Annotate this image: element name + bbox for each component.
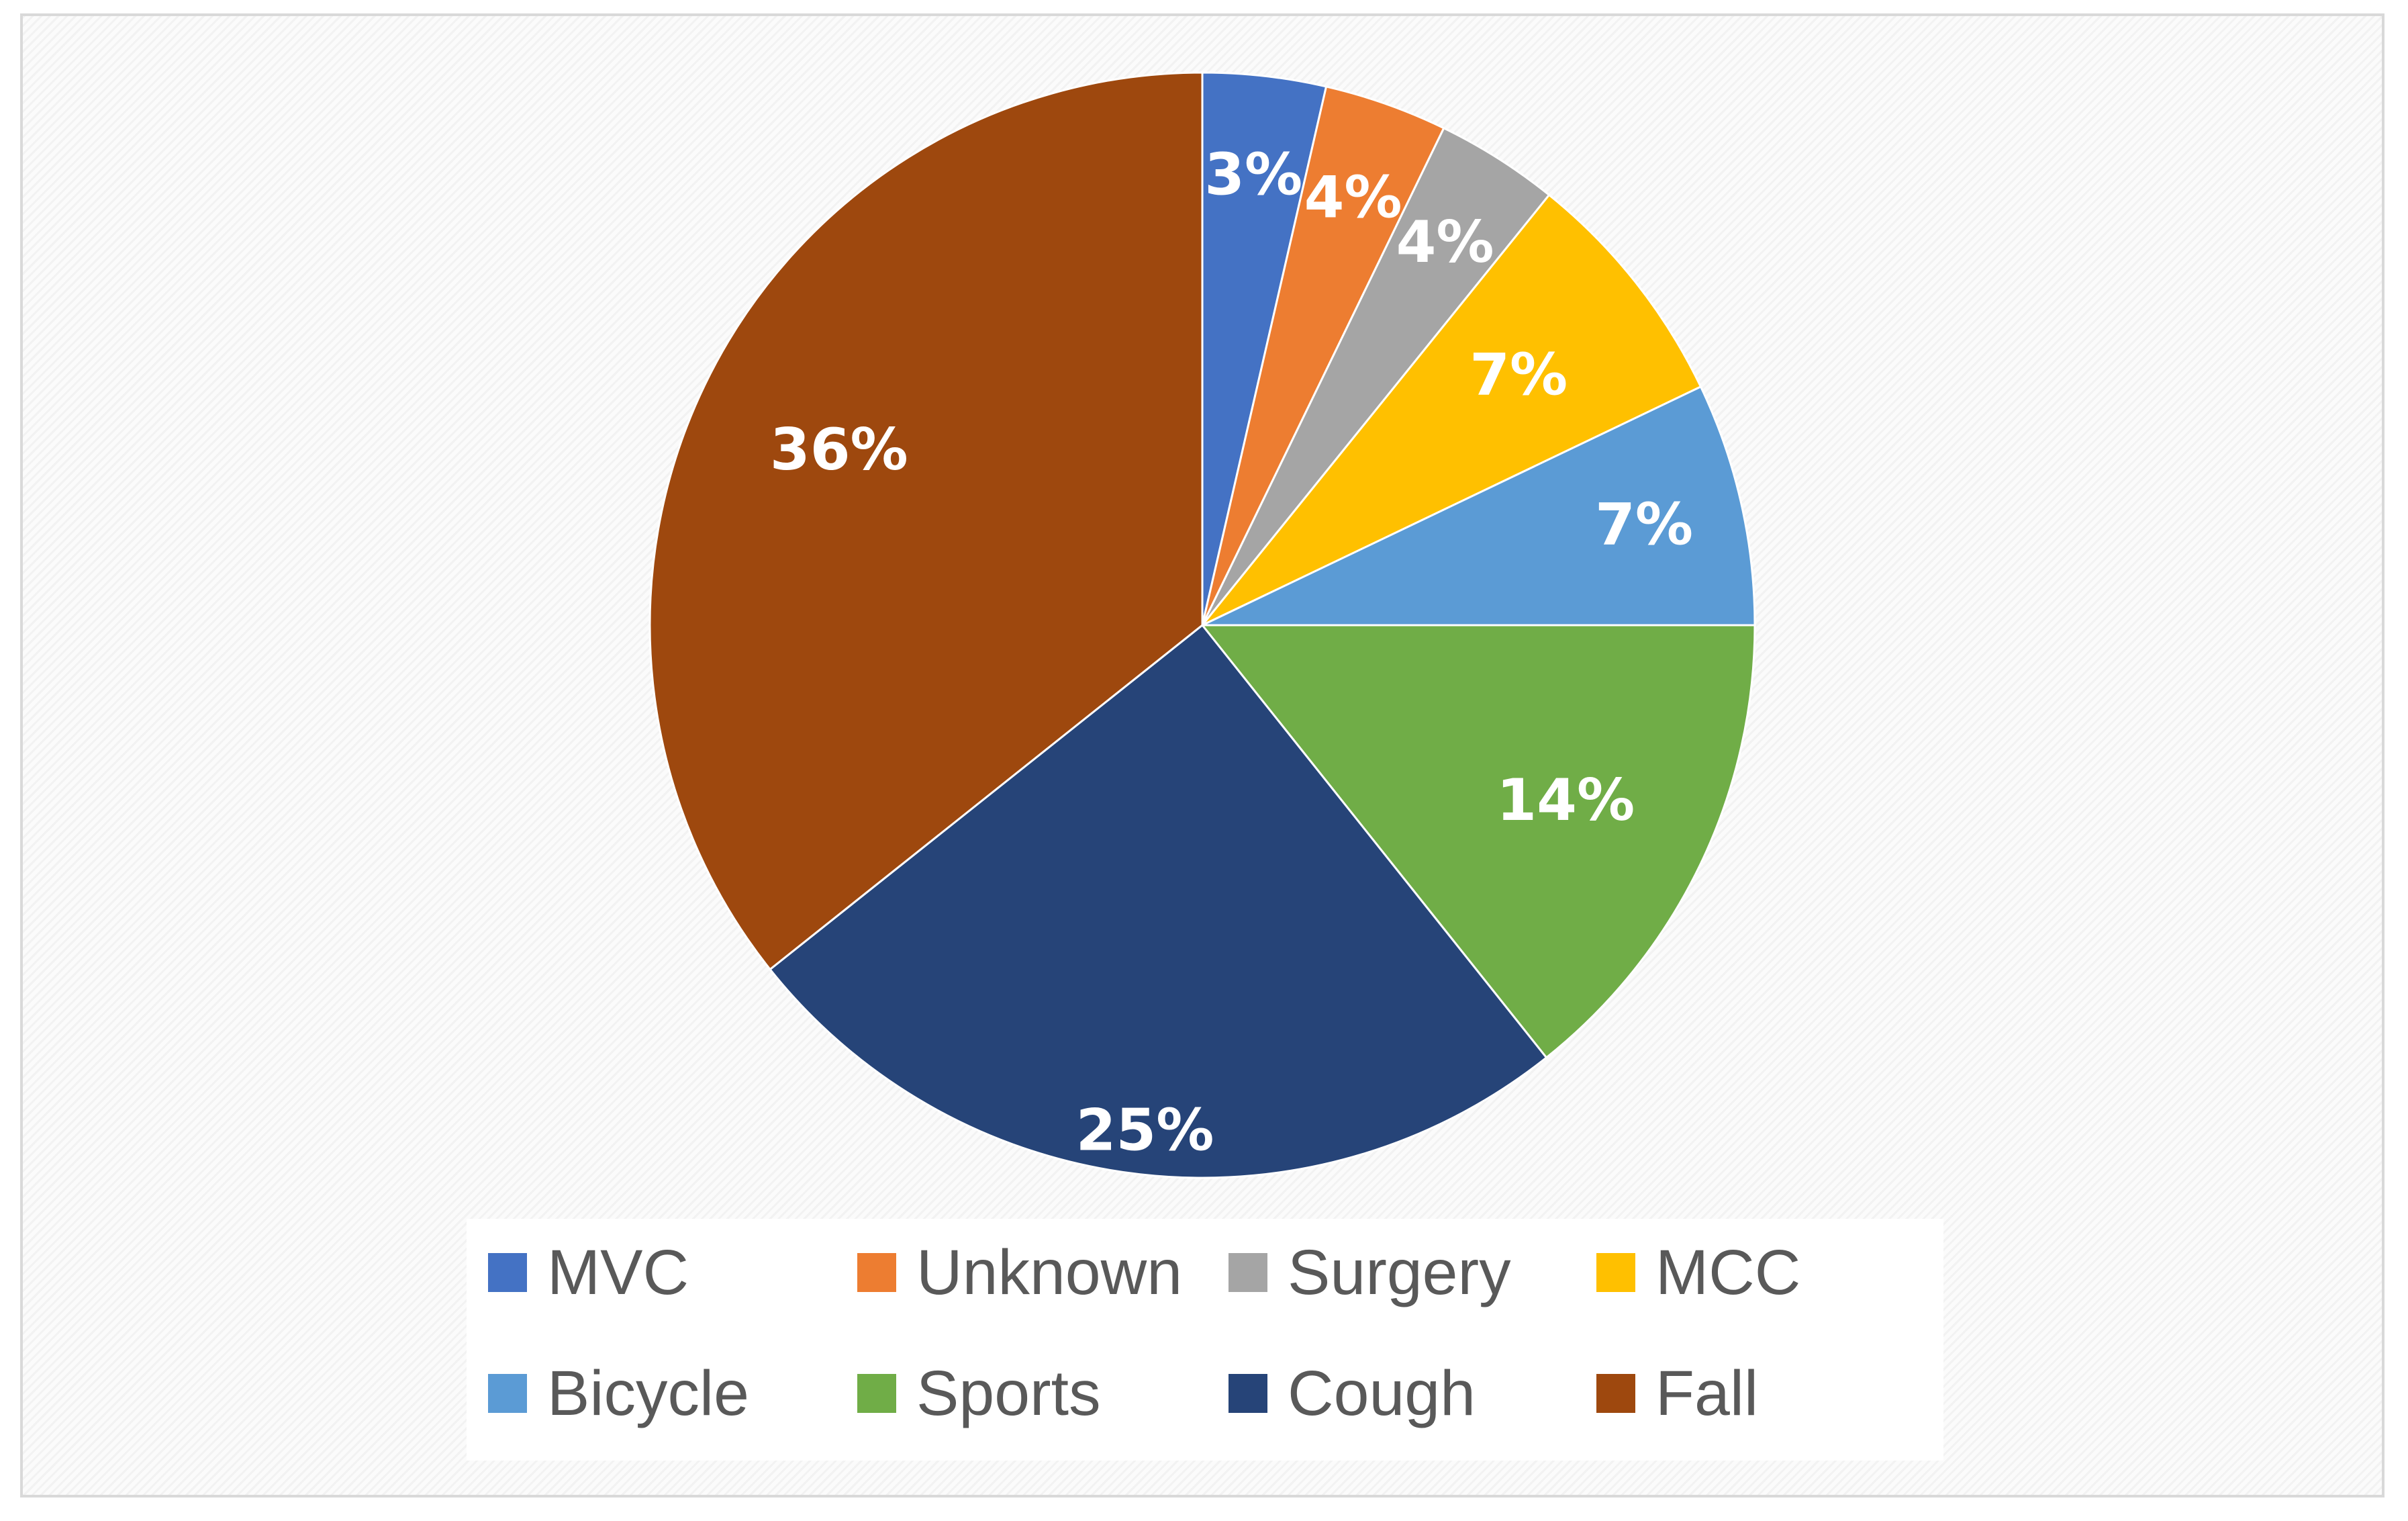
legend-swatch (857, 1374, 896, 1413)
legend-swatch (488, 1253, 527, 1292)
legend-label: MCC (1655, 1236, 1801, 1308)
pie-slice-bicycle (1202, 385, 1756, 627)
legend-item-fall: Fall (1596, 1357, 1759, 1429)
data-label-mcc: 7% (1470, 341, 1568, 408)
legend-item-surgery: Surgery (1229, 1236, 1511, 1308)
data-label-unknown: 4% (1304, 165, 1402, 232)
legend-swatch (488, 1374, 527, 1413)
data-label-bicycle: 7% (1595, 492, 1693, 559)
legend-item-sports: Sports (857, 1357, 1101, 1429)
legend: MVC Unknown Surgery MCC Bicycle Sports Cough Fa… (467, 1219, 1943, 1461)
data-label-cough: 25% (1076, 1097, 1214, 1164)
pie-slice-fall (648, 71, 1204, 971)
legend-label: Bicycle (547, 1357, 749, 1429)
legend-item-unknown: Unknown (857, 1236, 1183, 1308)
legend-label: Surgery (1288, 1236, 1511, 1308)
data-label-mvc: 3% (1204, 142, 1302, 209)
legend-item-bicycle: Bicycle (488, 1357, 749, 1429)
legend-item-mvc: MVC (488, 1236, 689, 1308)
legend-swatch (1229, 1253, 1267, 1292)
pie-slice-cough (768, 623, 1548, 1179)
data-label-surgery: 4% (1396, 209, 1494, 276)
legend-label: Fall (1655, 1357, 1759, 1429)
legend-swatch (857, 1253, 896, 1292)
legend-label: Cough (1288, 1357, 1476, 1429)
data-label-sports: 14% (1496, 767, 1635, 834)
legend-item-mcc: MCC (1596, 1236, 1801, 1308)
legend-swatch (1596, 1253, 1635, 1292)
pie-slice-sports (1200, 624, 1756, 1060)
legend-swatch (1229, 1374, 1267, 1413)
legend-label: Unknown (916, 1236, 1183, 1308)
pie-slice-mcc (1201, 193, 1702, 627)
legend-label: MVC (547, 1236, 689, 1308)
legend-label: Sports (916, 1357, 1101, 1429)
pie-slices (648, 71, 1756, 1179)
legend-swatch (1596, 1374, 1635, 1413)
legend-item-cough: Cough (1229, 1357, 1476, 1429)
data-label-fall: 36% (770, 416, 908, 483)
pie-data-labels: 3% 4%4%7%7%14%25%36% (770, 142, 1693, 1164)
